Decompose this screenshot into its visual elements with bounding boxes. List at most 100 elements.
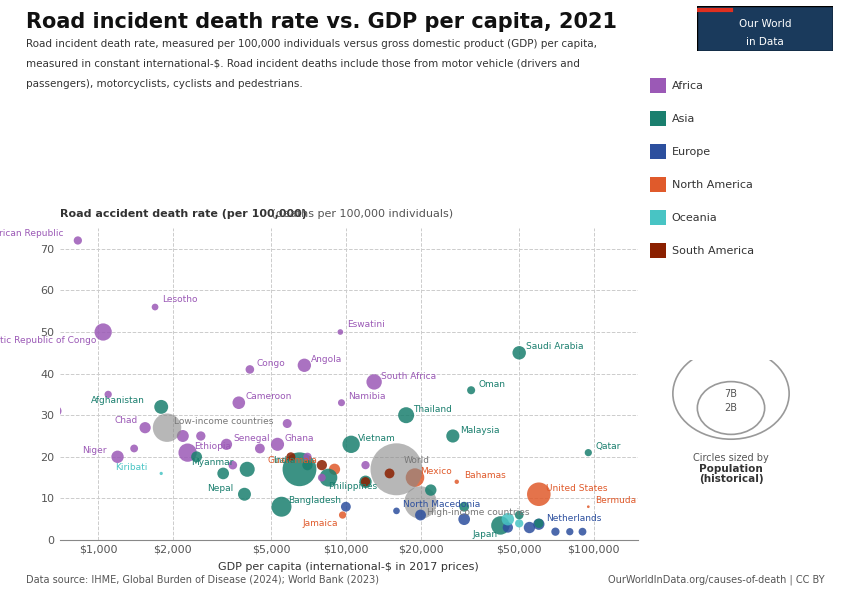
Text: (historical): (historical) xyxy=(699,474,763,484)
Text: Bangladesh: Bangladesh xyxy=(288,496,342,505)
Text: Jamaica: Jamaica xyxy=(303,519,338,528)
Text: Democratic Republic of Congo: Democratic Republic of Congo xyxy=(0,336,96,345)
Point xyxy=(219,440,233,449)
Text: Europe: Europe xyxy=(672,147,711,157)
Point xyxy=(382,469,396,478)
Text: Netherlands: Netherlands xyxy=(546,514,601,523)
Text: Congo: Congo xyxy=(257,359,286,368)
Point xyxy=(367,377,381,387)
Point xyxy=(190,452,203,461)
Text: India: India xyxy=(273,456,295,465)
Point xyxy=(335,398,348,407)
Text: High-income countries: High-income countries xyxy=(428,508,530,517)
Text: Myanmar: Myanmar xyxy=(191,458,233,467)
Text: Oceania: Oceania xyxy=(672,213,717,223)
Point xyxy=(49,406,63,416)
Text: Data source: IHME, Global Burden of Disease (2024); World Bank (2023): Data source: IHME, Global Burden of Dise… xyxy=(26,575,378,585)
Point xyxy=(321,473,335,482)
Point xyxy=(513,348,526,358)
Text: Guatemala: Guatemala xyxy=(268,456,318,465)
Point xyxy=(301,452,314,461)
Point xyxy=(298,361,311,370)
Text: Philippines: Philippines xyxy=(328,482,377,491)
Point xyxy=(217,469,230,478)
Text: Cameroon: Cameroon xyxy=(246,392,292,401)
Text: Chad: Chad xyxy=(115,416,139,425)
Text: North America: North America xyxy=(672,180,752,190)
Point xyxy=(161,423,174,433)
Point xyxy=(501,523,514,532)
Point xyxy=(532,518,546,528)
Point xyxy=(284,452,298,461)
Text: Africa: Africa xyxy=(672,81,704,91)
Point xyxy=(315,473,329,482)
Point xyxy=(494,521,507,530)
Point xyxy=(226,460,240,470)
Text: (deaths per 100,000 individuals): (deaths per 100,000 individuals) xyxy=(268,209,453,219)
Text: Japan: Japan xyxy=(473,530,497,539)
Point xyxy=(450,477,463,487)
Text: North Macedonia: North Macedonia xyxy=(404,500,481,509)
Point xyxy=(523,523,536,532)
Point xyxy=(292,464,306,474)
Point xyxy=(176,431,190,441)
Point xyxy=(101,389,115,399)
Text: Senegal: Senegal xyxy=(234,434,270,443)
Text: measured in constant international-$. Road incident deaths include those from mo: measured in constant international-$. Ro… xyxy=(26,59,580,69)
Text: Road accident death rate (per 100,000): Road accident death rate (per 100,000) xyxy=(60,209,306,219)
Text: Ghana: Ghana xyxy=(285,434,314,443)
Point xyxy=(110,452,124,461)
Text: Ethiopia: Ethiopia xyxy=(195,442,231,451)
Text: World: World xyxy=(404,456,429,465)
Text: Namibia: Namibia xyxy=(348,392,386,401)
Text: Bahamas: Bahamas xyxy=(464,472,506,481)
Text: 2B: 2B xyxy=(724,403,738,413)
Point xyxy=(532,520,546,529)
Point xyxy=(328,464,342,474)
Text: Vietnam: Vietnam xyxy=(358,434,396,443)
Text: Oman: Oman xyxy=(478,380,505,389)
Text: United States: United States xyxy=(546,484,607,493)
Point xyxy=(301,460,314,470)
Point xyxy=(359,460,372,470)
Text: Nepal: Nepal xyxy=(207,484,234,493)
Point xyxy=(408,473,422,482)
Text: South Africa: South Africa xyxy=(381,371,436,380)
Point xyxy=(563,527,576,536)
Text: Qatar: Qatar xyxy=(595,442,620,451)
Text: Asia: Asia xyxy=(672,114,694,124)
Point xyxy=(128,443,141,453)
Point xyxy=(155,469,168,478)
Point xyxy=(464,385,478,395)
Point xyxy=(457,514,471,524)
Text: Eswatini: Eswatini xyxy=(348,320,385,329)
Point xyxy=(359,477,372,487)
Text: Our World: Our World xyxy=(739,19,791,29)
Text: in Data: in Data xyxy=(746,37,784,47)
Point xyxy=(275,502,288,512)
Text: Saudi Arabia: Saudi Arabia xyxy=(526,343,584,352)
Point xyxy=(270,440,284,449)
Point xyxy=(243,365,257,374)
Point xyxy=(414,510,428,520)
Point xyxy=(359,477,372,487)
Point xyxy=(71,236,85,245)
Point xyxy=(155,402,168,412)
Point xyxy=(548,527,562,536)
Point xyxy=(581,502,595,512)
Point xyxy=(389,506,403,515)
Point xyxy=(181,448,195,457)
FancyBboxPatch shape xyxy=(697,6,833,51)
Point xyxy=(280,419,294,428)
Point xyxy=(513,510,526,520)
Point xyxy=(424,485,438,495)
Point xyxy=(501,514,514,524)
Text: passengers), motorcyclists, cyclists and pedestrians.: passengers), motorcyclists, cyclists and… xyxy=(26,79,303,89)
Text: Central African Republic: Central African Republic xyxy=(0,229,64,238)
Point xyxy=(333,327,347,337)
Point xyxy=(575,527,589,536)
Point xyxy=(241,464,254,474)
Point xyxy=(253,443,267,453)
Point xyxy=(344,440,358,449)
Point xyxy=(457,502,471,512)
